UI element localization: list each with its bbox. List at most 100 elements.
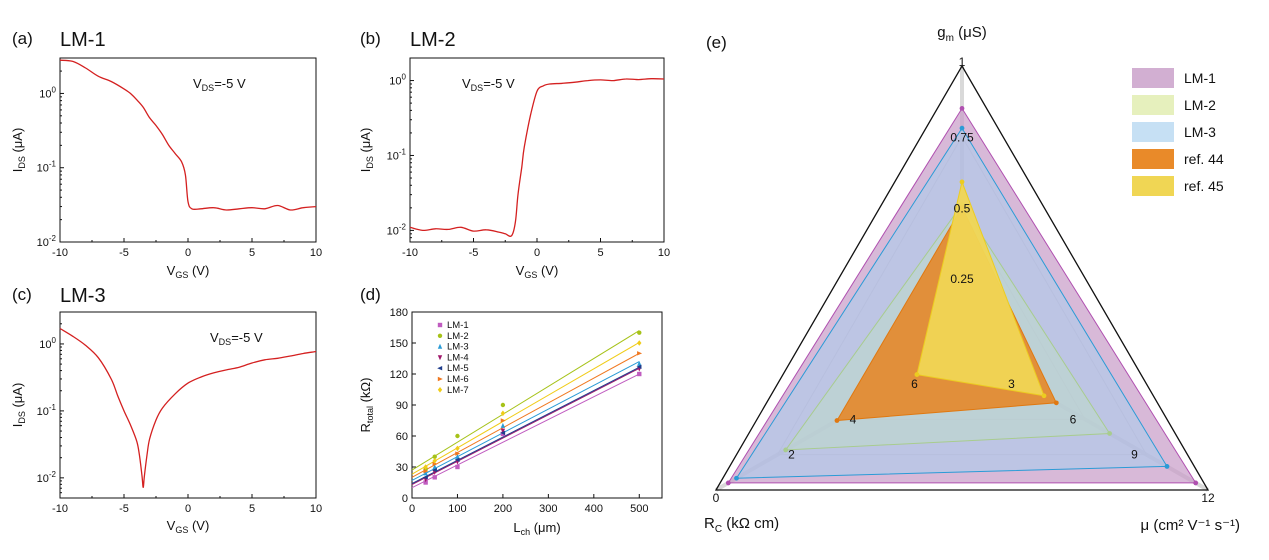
x-tick-label: -5 xyxy=(469,247,479,259)
y-tick-label: 120 xyxy=(390,369,408,381)
data-point xyxy=(432,461,438,467)
panel-b-axes: -10 -5 0 5 10 100 10-1 10-2 xyxy=(387,73,671,259)
x-tick-label: 5 xyxy=(597,247,603,259)
radar-vertex xyxy=(914,372,920,377)
x-tick-label: 10 xyxy=(310,247,322,259)
radar-vertex xyxy=(834,418,840,423)
legend-label: LM-3 xyxy=(1184,124,1216,140)
legend-label: LM-7 xyxy=(447,385,469,396)
fit-line xyxy=(411,342,640,475)
x-tick-label: 300 xyxy=(539,503,557,515)
y-tick-label: 100 xyxy=(39,85,56,100)
radar-vertex xyxy=(725,480,731,486)
data-point xyxy=(455,464,460,470)
data-point xyxy=(437,355,443,361)
data-point xyxy=(432,475,437,480)
data-point xyxy=(431,467,437,473)
y-tick-label: 60 xyxy=(396,431,408,443)
y-tick-label: 100 xyxy=(389,73,406,88)
data-point xyxy=(455,451,461,456)
panel-b-title: LM-2 xyxy=(410,29,456,51)
data-point xyxy=(500,402,506,408)
radar-tick-mu: 3 xyxy=(1008,377,1015,391)
y-tick-label: 180 xyxy=(390,307,408,319)
fit-line xyxy=(411,352,640,478)
data-point xyxy=(500,410,506,417)
legend-label: ref. 45 xyxy=(1184,178,1224,194)
legend-swatch xyxy=(1132,122,1174,142)
data-point xyxy=(432,464,437,470)
legend-swatch xyxy=(1132,68,1174,88)
panel-a-curve xyxy=(59,59,317,211)
legend-swatch xyxy=(1132,176,1174,196)
radar-series xyxy=(725,106,1199,486)
y-tick-label: 90 xyxy=(396,400,408,412)
panel-c-frame xyxy=(59,311,317,499)
radar-axis-title-gm: gm (μS) xyxy=(937,24,987,44)
y-tick-label: 10-2 xyxy=(37,470,57,485)
panel-c-ylabel: IDS (μA) xyxy=(10,383,27,428)
x-tick-label: -5 xyxy=(119,503,129,515)
data-point xyxy=(455,445,460,452)
data-point xyxy=(423,464,428,470)
panel-c-annotation: VDS=-5 V xyxy=(210,330,263,347)
radar-tick-rc: 2 xyxy=(788,448,795,462)
data-point xyxy=(423,468,429,474)
radar-tick-mu: 9 xyxy=(1131,448,1138,462)
fit-line xyxy=(411,366,640,484)
x-tick-label: 10 xyxy=(658,247,670,259)
panel-e: (e) 0.25 0.5 0.75 3 6 9 2 4 6 gm (μS) μ (cm² V⁻¹… xyxy=(704,24,1240,535)
x-tick-label: 100 xyxy=(448,503,466,515)
panel-d-points xyxy=(422,330,643,485)
radar-tick-mu: 6 xyxy=(1070,412,1077,426)
x-tick-label: 400 xyxy=(585,503,603,515)
legend-label: LM-5 xyxy=(447,363,469,374)
radar-vertex xyxy=(1164,464,1170,469)
radar-area xyxy=(916,180,1045,397)
x-tick-label: 0 xyxy=(185,503,191,515)
x-tick-label: -10 xyxy=(402,247,418,259)
radar-tick-rc: 6 xyxy=(911,377,918,391)
legend-label: ref. 44 xyxy=(1184,151,1224,167)
panel-b-ylabel: IDS (μA) xyxy=(358,128,375,173)
radar-vertex xyxy=(1053,400,1059,406)
legend-label: LM-6 xyxy=(447,374,469,385)
fit-line xyxy=(411,373,640,489)
data-point xyxy=(432,454,437,459)
panel-a: (a) LM-1 -10 -5 0 5 10 100 10-1 10-2 VDS=-5 V V… xyxy=(10,29,322,280)
panel-b: (b) LM-2 -10 -5 0 5 10 100 10-1 10-2 VDS=-5 V V… xyxy=(358,29,670,280)
x-tick-label: -10 xyxy=(52,503,68,515)
radar-corner-top: 1 xyxy=(959,55,966,69)
radar-tick-gm: 0.75 xyxy=(950,131,974,145)
radar-legend: LM-1 LM-2 LM-3 ref. 44 ref. 45 xyxy=(1132,68,1224,196)
x-tick-label: 0 xyxy=(534,247,540,259)
panel-d-legend: LM-1LM-2LM-3LM-4LM-5LM-6LM-7 xyxy=(437,320,469,396)
radar-tick-gm: 0.5 xyxy=(954,201,971,215)
panel-b-xlabel: VGS (V) xyxy=(516,263,559,280)
panel-c-curve xyxy=(59,327,317,489)
y-tick-label: 100 xyxy=(39,336,56,351)
fit-line xyxy=(411,330,640,471)
radar-axis-title-rc: RC (kΩ cm) xyxy=(704,515,779,535)
data-point xyxy=(637,360,642,366)
data-point xyxy=(437,366,443,371)
x-tick-label: 0 xyxy=(185,247,191,259)
y-tick-label: 10-1 xyxy=(387,147,407,162)
data-point xyxy=(437,343,443,349)
fit-line xyxy=(411,367,640,486)
panel-c-axes: -10 -5 0 5 10 100 10-1 10-2 xyxy=(37,323,322,515)
data-point xyxy=(636,364,642,369)
panel-a-axes: -10 -5 0 5 10 100 10-1 10-2 xyxy=(37,70,322,259)
panel-label-d: (d) xyxy=(360,285,381,304)
panel-c-title: LM-3 xyxy=(60,285,106,307)
panel-a-ylabel: IDS (μA) xyxy=(10,128,27,173)
panel-d: (d) 0 100 200 300 400 500 0 30 60 90 120 150 180 LM-… xyxy=(358,285,663,537)
y-tick-label: 10-2 xyxy=(387,222,407,237)
legend-swatch xyxy=(1132,149,1174,169)
panel-b-frame xyxy=(409,57,665,243)
x-tick-label: 200 xyxy=(494,503,512,515)
data-point xyxy=(500,422,506,428)
data-point xyxy=(432,458,437,464)
data-point xyxy=(500,418,506,423)
